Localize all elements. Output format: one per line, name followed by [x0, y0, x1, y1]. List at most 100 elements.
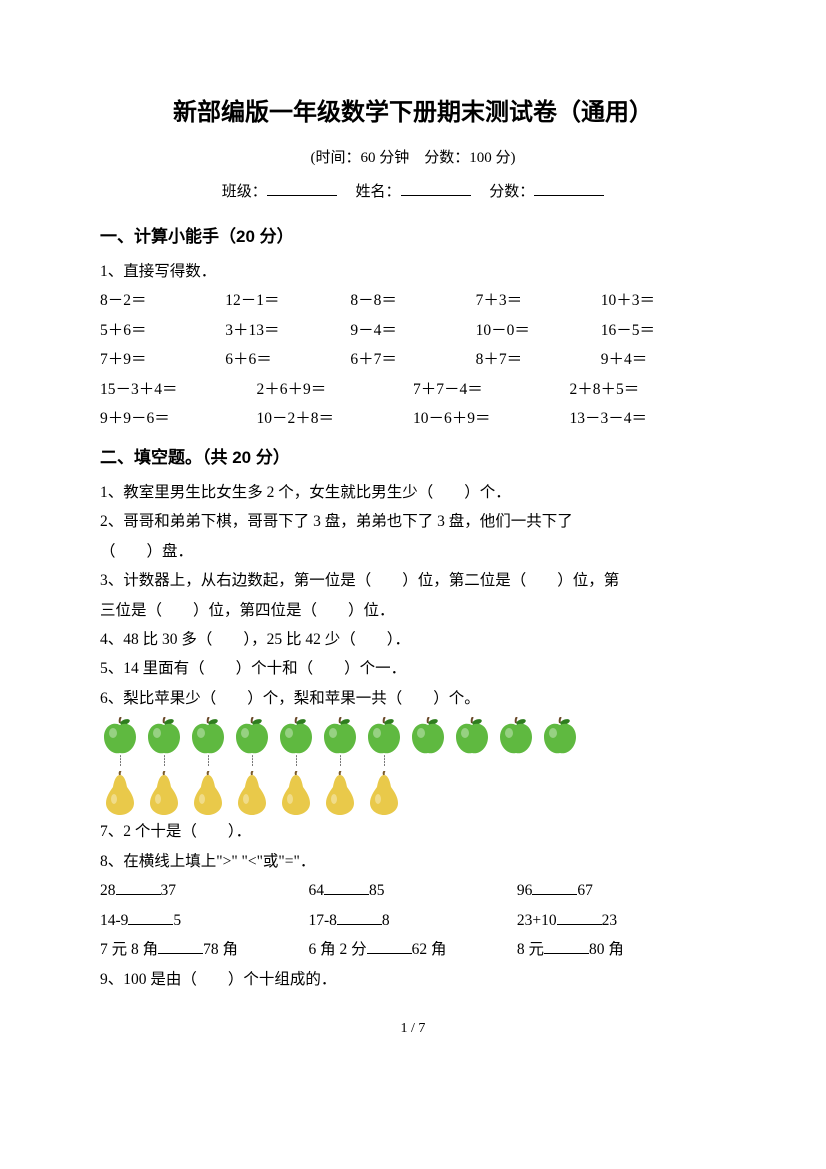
- dots-connector: ┊: [188, 757, 228, 767]
- compare-right: 8: [382, 912, 390, 929]
- pear-icon: [320, 771, 360, 815]
- apple-icon: [364, 717, 404, 755]
- calc-cell: 10－0＝: [476, 316, 601, 345]
- apple-icon: [320, 717, 360, 755]
- s2-q8-label: 8、在横线上填上">" "<"或"="．: [100, 847, 726, 876]
- calc-row: 9＋9－6＝10－2＋8＝10－6＋9＝13－3－4＝: [100, 404, 726, 433]
- compare-right: 67: [577, 882, 593, 899]
- pear-icon: [276, 771, 316, 815]
- s2-q1: 1、教室里男生比女生多 2 个，女生就比男生少（ ）个．: [100, 478, 726, 507]
- compare-cell: 64 85: [308, 876, 516, 905]
- pear-row: [100, 771, 726, 815]
- dots-connector: ┊: [100, 757, 140, 767]
- s2-q5: 5、14 里面有（ ）个十和（ ）个一．: [100, 654, 726, 683]
- dots-connector: ┊: [276, 757, 316, 767]
- compare-blank: [367, 953, 412, 954]
- calc-cell: 12－1＝: [225, 286, 350, 315]
- compare-cell: 6 角 2 分 62 角: [308, 935, 516, 964]
- calc-cell: 9＋4＝: [601, 345, 726, 374]
- compare-cell: 14-9 5: [100, 906, 308, 935]
- calc-cell: 7＋7－4＝: [413, 375, 570, 404]
- compare-right: 80 角: [589, 941, 624, 958]
- calc-row: 8－2＝12－1＝8－8＝7＋3＝10＋3＝: [100, 286, 726, 315]
- calc-cell: 10－2＋8＝: [257, 404, 414, 433]
- compare-left: 64: [308, 882, 324, 899]
- calc-cell: 8－8＝: [350, 286, 475, 315]
- pear-icon: [232, 771, 272, 815]
- compare-cell: 7 元 8 角78 角: [100, 935, 308, 964]
- s2-q2b: （ ）盘．: [100, 537, 726, 566]
- apple-icon: [496, 717, 536, 755]
- compare-left: 96: [517, 882, 533, 899]
- compare-blank: [557, 924, 602, 925]
- calc-cell: 15－3＋4＝: [100, 375, 257, 404]
- compare-blank: [128, 924, 173, 925]
- compare-right: 5: [173, 912, 181, 929]
- section1-heading: 一、计算小能手（20 分）: [100, 221, 726, 253]
- calc-cell: 13－3－4＝: [570, 404, 727, 433]
- calc-cell: 2＋8＋5＝: [570, 375, 727, 404]
- calc-cell: 7＋3＝: [476, 286, 601, 315]
- apple-icon: [188, 717, 228, 755]
- compare-left: 23+10: [517, 912, 557, 929]
- s2-q9: 9、100 是由（ ）个十组成的．: [100, 965, 726, 994]
- compare-row: 7 元 8 角78 角6 角 2 分 62 角 8 元 80 角: [100, 935, 726, 964]
- calc-rows-4col: 15－3＋4＝2＋6＋9＝7＋7－4＝2＋8＋5＝9＋9－6＝10－2＋8＝10…: [100, 375, 726, 434]
- compare-left: 8 元: [517, 941, 544, 958]
- dots-connector: ┊: [232, 757, 272, 767]
- compare-row: 14-9517-8823+1023: [100, 906, 726, 935]
- apple-icon: [144, 717, 184, 755]
- compare-rows: 28376485966714-9517-8823+10237 元 8 角78 角…: [100, 876, 726, 964]
- calc-cell: 6＋7＝: [350, 345, 475, 374]
- pear-icon: [100, 771, 140, 815]
- calc-cell: 7＋9＝: [100, 345, 225, 374]
- pear-icon: [188, 771, 228, 815]
- compare-blank: [158, 953, 203, 954]
- compare-blank: [532, 894, 577, 895]
- pear-icon: [144, 771, 184, 815]
- dots-connector: ┊: [320, 757, 360, 767]
- calc-cell: 3＋13＝: [225, 316, 350, 345]
- page-footer: 1 / 7: [100, 1016, 726, 1043]
- apple-icon: [100, 717, 140, 755]
- calc-row: 7＋9＝6＋6＝6＋7＝8＋7＝9＋4＝: [100, 345, 726, 374]
- compare-left: 28: [100, 882, 116, 899]
- compare-blank: [544, 953, 589, 954]
- class-blank: [267, 195, 337, 196]
- apple-icon: [276, 717, 316, 755]
- compare-right: 23: [602, 912, 618, 929]
- compare-blank: [337, 924, 382, 925]
- compare-cell: 8 元 80 角: [517, 935, 725, 964]
- calc-rows-5col: 8－2＝12－1＝8－8＝7＋3＝10＋3＝5＋6＝3＋13＝9－4＝10－0＝…: [100, 286, 726, 374]
- apple-icon: [540, 717, 580, 755]
- s2-q3b: 三位是（ ）位，第四位是（ ）位．: [100, 596, 726, 625]
- s2-q6: 6、梨比苹果少（ ）个，梨和苹果一共（ ）个。: [100, 684, 726, 713]
- score-label: 分数：: [489, 184, 534, 200]
- calc-cell: 16－5＝: [601, 316, 726, 345]
- calc-cell: 10＋3＝: [601, 286, 726, 315]
- s2-q4: 4、48 比 30 多（ ），25 比 42 少（ ）．: [100, 625, 726, 654]
- calc-row: 15－3＋4＝2＋6＋9＝7＋7－4＝2＋8＋5＝: [100, 375, 726, 404]
- dots-row: ┊ ┊ ┊ ┊ ┊ ┊ ┊: [100, 757, 726, 767]
- page-title: 新部编版一年级数学下册期末测试卷（通用）: [100, 90, 726, 136]
- calc-cell: 9－4＝: [350, 316, 475, 345]
- calc-cell: 8＋7＝: [476, 345, 601, 374]
- compare-right: 62 角: [412, 941, 447, 958]
- compare-left: 14-9: [100, 912, 128, 929]
- dots-connector: ┊: [144, 757, 184, 767]
- s2-q7: 7、2 个十是（ ）．: [100, 817, 726, 846]
- calc-cell: 5＋6＝: [100, 316, 225, 345]
- compare-left: 6 角 2 分: [308, 941, 366, 958]
- apple-row: [100, 717, 726, 755]
- dots-connector: ┊: [364, 757, 404, 767]
- s2-q3a: 3、计数器上，从右边数起，第一位是（ ）位，第二位是（ ）位，第: [100, 566, 726, 595]
- s2-q2a: 2、哥哥和弟弟下棋，哥哥下了 3 盘，弟弟也下了 3 盘，他们一共下了: [100, 507, 726, 536]
- apple-icon: [408, 717, 448, 755]
- compare-right: 85: [369, 882, 385, 899]
- calc-cell: 2＋6＋9＝: [257, 375, 414, 404]
- name-label: 姓名：: [355, 184, 400, 200]
- compare-cell: 96 67: [517, 876, 725, 905]
- score-blank: [534, 195, 604, 196]
- apple-icon: [232, 717, 272, 755]
- subtitle: (时间：60 分钟 分数：100 分): [100, 144, 726, 173]
